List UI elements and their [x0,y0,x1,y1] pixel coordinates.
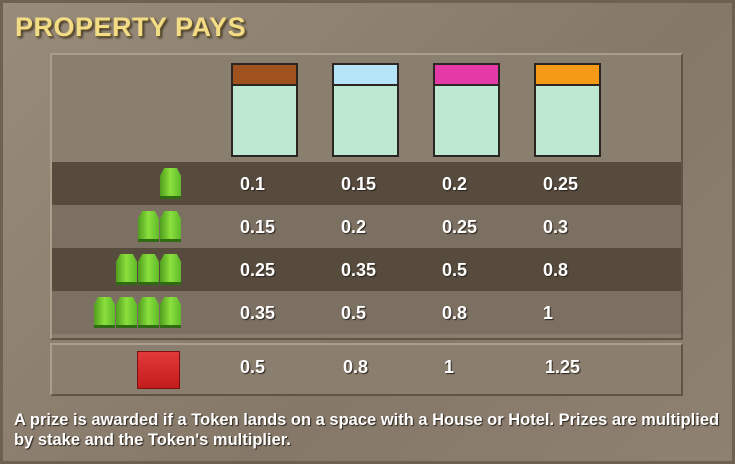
pay-value: 0.25 [442,217,478,237]
page-title: PROPERTY PAYS [15,12,247,42]
property-color-swatch [231,63,298,157]
color-band [334,65,397,86]
house-icon [160,297,181,328]
pay-value: 0.35 [341,260,377,280]
property-color-swatch [534,63,601,157]
property-color-swatch [433,63,500,157]
pay-value: 0.25 [543,174,579,194]
hotel-icon [137,351,180,389]
pay-value: 1 [543,303,554,323]
house-icon [160,211,181,242]
house-icon [94,297,115,328]
pay-row: 0.15 0.2 0.25 0.3 [52,205,681,248]
house-icon [160,254,181,285]
houses-group [138,211,181,242]
pay-row: 0.35 0.5 0.8 1 [52,291,681,334]
pay-value: 0.15 [341,174,377,194]
color-band [233,65,296,86]
pay-value: 0.15 [240,217,276,237]
pay-value: 0.35 [240,303,276,323]
houses-group [94,297,181,328]
hotel-value: 0.5 [240,357,266,377]
houses-group [116,254,181,285]
pay-value: 0.2 [341,217,367,237]
pay-value: 0.1 [240,174,266,194]
house-icon [138,297,159,328]
pay-value: 0.25 [240,260,276,280]
pay-row: 0.1 0.15 0.2 0.25 [52,162,681,205]
property-pay-table: 0.1 0.15 0.2 0.25 0.15 0.2 0.25 0.3 0.25 0.35 0.5 0… [50,53,683,340]
house-icon [116,297,137,328]
house-icon [160,168,181,199]
property-color-swatch [332,63,399,157]
houses-group [160,168,181,199]
color-band [536,65,599,86]
house-icon [138,211,159,242]
pay-value: 0.8 [543,260,569,280]
color-band [435,65,498,86]
hotel-value: 1 [444,357,455,377]
hotel-value: 0.8 [343,357,369,377]
pay-value: 0.3 [543,217,569,237]
pay-value: 0.5 [442,260,468,280]
pay-value: 0.2 [442,174,468,194]
hotel-pay-row: 0.5 0.8 1 1.25 [50,343,683,396]
pay-value: 0.5 [341,303,367,323]
pay-row: 0.25 0.35 0.5 0.8 [52,248,681,291]
rules-note: A prize is awarded if a Token lands on a… [14,411,720,449]
pay-value: 0.8 [442,303,468,323]
house-icon [116,254,137,285]
house-icon [138,254,159,285]
hotel-value: 1.25 [545,357,581,377]
